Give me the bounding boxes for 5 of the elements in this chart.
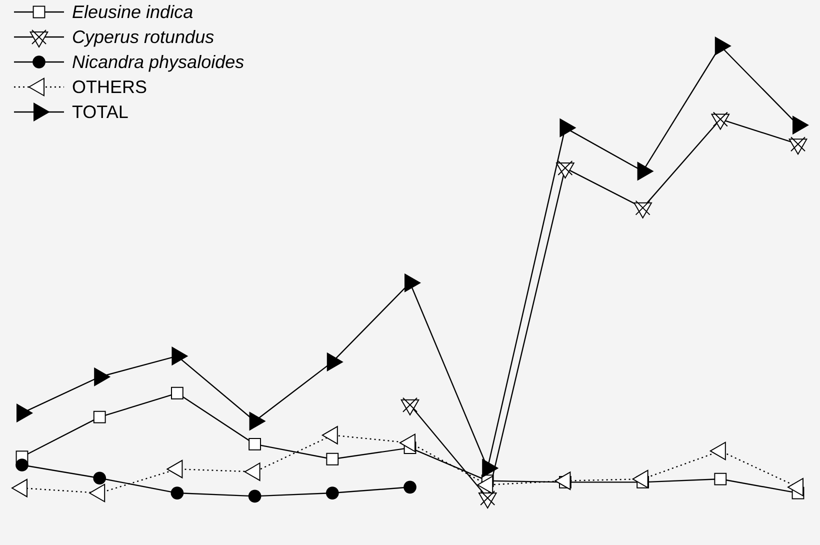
- legend-label: Nicandra physaloides: [72, 52, 244, 72]
- legend-label: OTHERS: [72, 77, 148, 97]
- legend-label: TOTAL: [72, 102, 128, 122]
- legend-label: Cyperus rotundus: [72, 27, 214, 47]
- legend-label: Eleusine indica: [72, 2, 194, 22]
